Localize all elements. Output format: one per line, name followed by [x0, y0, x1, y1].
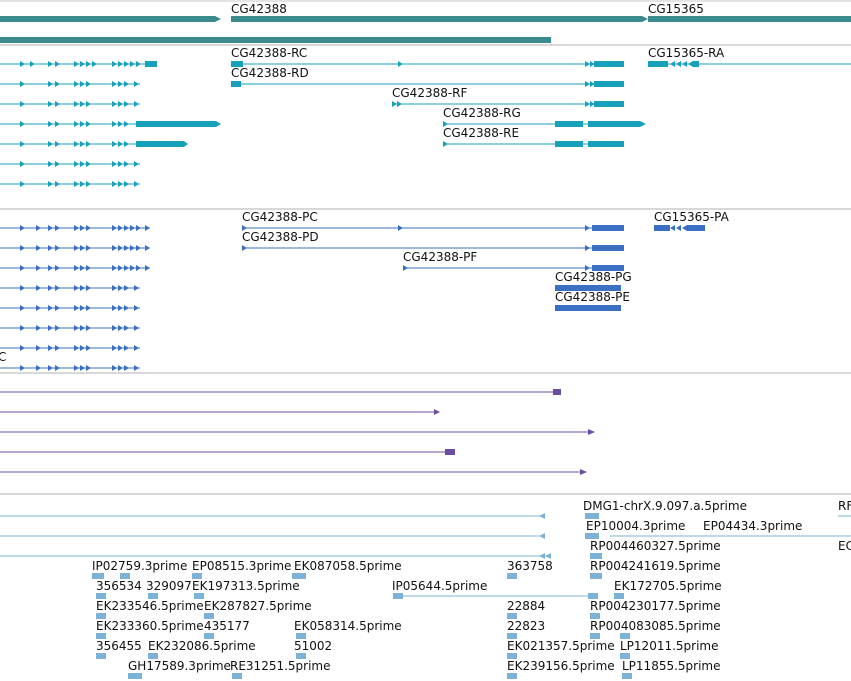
transcript-row-left[interactable]: [0, 61, 221, 185]
est-label: 363758: [507, 559, 553, 573]
est-label: EK172705.5prime: [614, 579, 722, 593]
exon-arrows: [20, 225, 150, 371]
est-label: EP04434.3prime: [703, 519, 802, 533]
exon-arrows: [20, 61, 141, 187]
est-label: 22884: [507, 599, 545, 613]
transcript-track: CG42388-RC CG42388-RD CG42388-RF CG42388…: [0, 44, 851, 187]
est-label: EP08515.3prime: [192, 559, 291, 573]
est-label: RP004083085.5prime: [590, 619, 721, 633]
gene-feature[interactable]: [648, 16, 851, 22]
est-label: EK021357.5prime: [507, 639, 615, 653]
est-label: 356534: [96, 579, 142, 593]
protein-label: CG42388-PF: [403, 250, 477, 264]
transcript-label: CG42388-RC: [231, 46, 307, 60]
protein-feature[interactable]: [242, 245, 624, 251]
alignment-feature[interactable]: [0, 449, 455, 455]
transcript-feature[interactable]: [648, 61, 851, 67]
est-label: GH17589.3prime: [128, 659, 231, 673]
est-lines[interactable]: [0, 513, 851, 597]
alignment-feature[interactable]: [0, 389, 561, 395]
est-label: 356455: [96, 639, 142, 653]
est-track: DMG1-chrX.9.097.a.5prime RF EP10004.3pri…: [0, 493, 851, 679]
transcript-feature[interactable]: [231, 61, 624, 67]
alignment-feature[interactable]: [0, 409, 440, 415]
est-label: 435177: [204, 619, 250, 633]
alignment-feature[interactable]: [0, 429, 595, 435]
est-label: EK233546.5prime: [96, 599, 204, 613]
est-label: EK239156.5prime: [507, 659, 615, 673]
protein-label: CG42388-PC: [242, 210, 318, 224]
protein-label: C: [0, 350, 6, 364]
est-label: EK087058.5prime: [294, 559, 402, 573]
transcript-label: CG15365-RA: [648, 46, 725, 60]
gene-feature[interactable]: [231, 16, 648, 22]
est-label: EP10004.3prime: [586, 519, 685, 533]
transcript-feature[interactable]: [392, 101, 624, 107]
gene-track: CG42388 CG15365: [0, 0, 851, 43]
transcript-feature[interactable]: [443, 141, 624, 147]
est-label: LP12011.5prime: [620, 639, 719, 653]
protein-feature[interactable]: [242, 225, 624, 231]
est-label: 329097: [146, 579, 192, 593]
protein-label: CG42388-PG: [555, 270, 632, 284]
protein-label: CG42388-PD: [242, 230, 319, 244]
protein-feature[interactable]: [555, 285, 621, 291]
transcript-feature[interactable]: [443, 121, 646, 127]
protein-label: CG42388-PE: [555, 290, 630, 304]
est-label: EK058314.5prime: [294, 619, 402, 633]
est-label: DMG1-chrX.9.097.a.5prime: [583, 499, 747, 513]
est-label: EC: [838, 539, 851, 553]
est-label: RE31251.5prime: [230, 659, 331, 673]
transcript-label: CG42388-RE: [443, 126, 519, 140]
protein-label: CG15365-PA: [654, 210, 730, 224]
est-label: EK197313.5prime: [192, 579, 300, 593]
transcript-label: CG42388-RD: [231, 66, 309, 80]
est-label: IP02759.3prime: [92, 559, 187, 573]
est-label: RP004460327.5prime: [590, 539, 721, 553]
protein-feature[interactable]: [555, 305, 621, 311]
transcript-feature[interactable]: [231, 81, 624, 87]
gene-label: CG15365: [648, 2, 704, 16]
est-label: RP004230177.5prime: [590, 599, 721, 613]
protein-track: CG42388-PC CG42388-PD CG42388-PF CG42388…: [0, 208, 851, 371]
alignment-feature[interactable]: [0, 469, 587, 475]
est-label: EK233360.5prime: [96, 619, 204, 633]
est-label: RF: [838, 499, 851, 513]
gene-feature[interactable]: [0, 16, 221, 22]
est-label: EK287827.5prime: [204, 599, 312, 613]
alignment-track: [0, 372, 851, 475]
transcript-label: CG42388-RF: [392, 86, 468, 100]
est-label: EK232086.5prime: [148, 639, 256, 653]
est-label: 51002: [294, 639, 332, 653]
protein-feature[interactable]: [654, 225, 705, 231]
est-label: IP05644.5prime: [392, 579, 487, 593]
est-label: 22823: [507, 619, 545, 633]
gene-feature[interactable]: [0, 37, 551, 43]
est-blocks[interactable]: [92, 513, 632, 679]
transcript-label: CG42388-RG: [443, 106, 521, 120]
protein-feature[interactable]: [403, 265, 624, 271]
est-label: RP004241619.5prime: [590, 559, 721, 573]
gene-label: CG42388: [231, 2, 287, 16]
est-label: LP11855.5prime: [622, 659, 721, 673]
